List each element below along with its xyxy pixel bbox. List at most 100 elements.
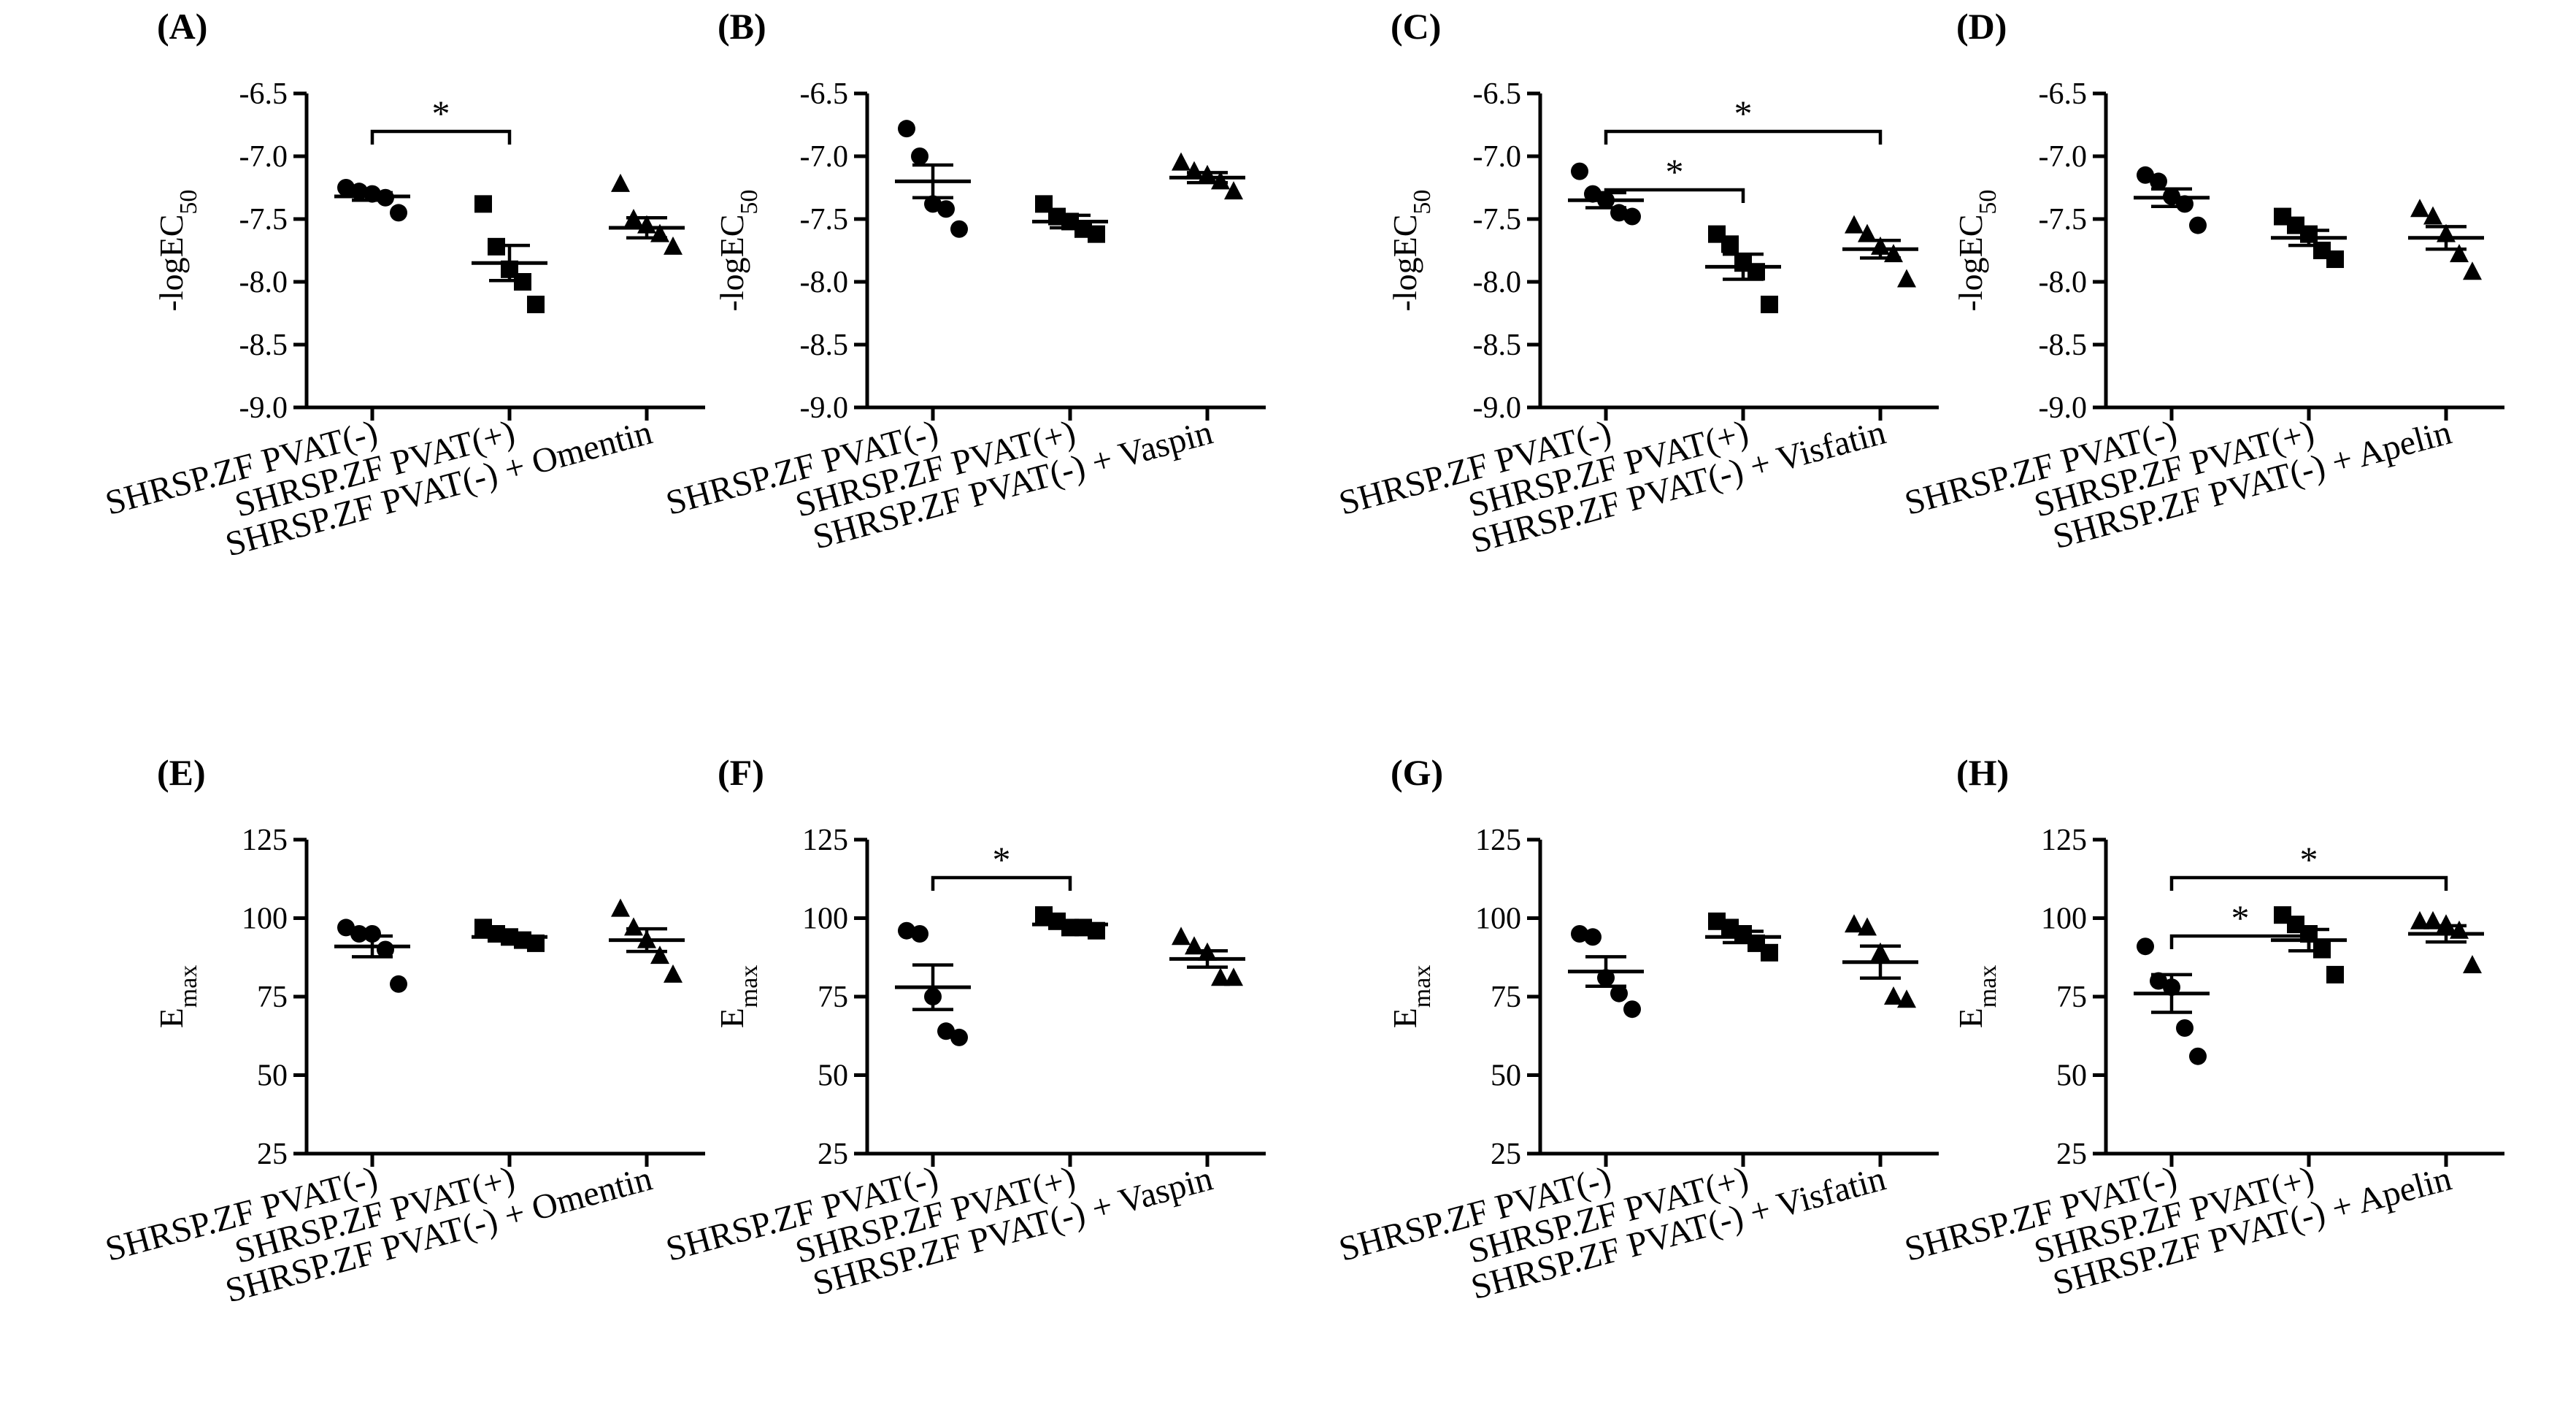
data-point-square <box>474 195 492 213</box>
data-point-triangle <box>1858 917 1877 936</box>
data-point-circle <box>924 195 942 213</box>
y-tick-label: -8.5 <box>800 329 849 362</box>
y-tick-label: -8.5 <box>2039 329 2088 362</box>
y-axis-label: Emax <box>713 965 763 1029</box>
y-tick-label: 125 <box>1475 824 1521 857</box>
data-point-triangle <box>2437 914 2456 933</box>
significance-bracket <box>370 129 512 145</box>
data-point-circle <box>1610 984 1628 1002</box>
series-0 <box>334 919 410 993</box>
data-point-square <box>1721 235 1739 253</box>
y-tick-label: 50 <box>1491 1059 1521 1093</box>
y-tick-label: -6.5 <box>239 77 288 111</box>
y-axis-label: Emax <box>153 965 202 1029</box>
data-point-triangle <box>1858 223 1877 242</box>
data-point-square <box>1761 295 1778 313</box>
chart-panel-c: (C)-6.5-7.0-7.5-8.0-8.5-9.0-logEC50SHRSP… <box>1335 6 1939 561</box>
significance-marker: * <box>2231 897 2250 938</box>
y-tick-label: 75 <box>257 981 288 1014</box>
data-point-triangle <box>2450 244 2469 263</box>
panel-label: (D) <box>1956 6 2007 47</box>
data-point-circle <box>911 147 928 165</box>
data-point-triangle <box>1185 161 1204 180</box>
data-point-square <box>1761 943 1778 962</box>
y-tick-label: -8.0 <box>2039 266 2088 299</box>
y-tick-label: -9.0 <box>1473 391 1522 425</box>
data-point-circle <box>1623 207 1641 226</box>
data-point-triangle <box>2463 955 2482 973</box>
significance-bracket <box>2169 934 2311 949</box>
y-tick-label: 75 <box>2056 981 2087 1014</box>
y-tick-label: 100 <box>242 902 288 936</box>
series-2 <box>1169 927 1245 986</box>
y-tick-label: -8.5 <box>239 329 288 362</box>
data-point-circle <box>364 925 381 943</box>
y-tick-label: 75 <box>818 981 848 1014</box>
y-tick-label: -6.5 <box>1473 77 1522 111</box>
y-tick-label: 100 <box>802 902 848 936</box>
data-point-circle <box>911 925 928 943</box>
data-point-triangle <box>1211 171 1230 190</box>
series-2 <box>2408 910 2484 973</box>
data-point-circle <box>2137 937 2154 956</box>
data-point-circle <box>2150 172 2167 191</box>
series-1 <box>1705 225 1781 313</box>
y-tick-label: -7.5 <box>2039 203 2088 237</box>
significance-marker: * <box>432 93 450 134</box>
y-axis-label: Emax <box>1952 965 2002 1029</box>
data-point-triangle <box>664 964 683 983</box>
y-tick-label: 50 <box>818 1059 848 1093</box>
data-point-circle <box>2189 1047 2207 1065</box>
panel-label: (B) <box>718 6 766 47</box>
data-point-circle <box>390 975 407 993</box>
data-point-square <box>2326 965 2344 983</box>
data-point-circle <box>1571 925 1588 943</box>
data-point-circle <box>950 1028 968 1046</box>
series-0 <box>895 120 971 238</box>
significance-marker: * <box>993 839 1011 880</box>
data-point-circle <box>898 120 915 138</box>
data-point-triangle <box>1172 927 1191 946</box>
data-point-square <box>2326 250 2344 269</box>
data-point-circle <box>1623 1000 1641 1019</box>
panel-label: (A) <box>157 6 207 47</box>
significance-bracket <box>1604 129 1883 145</box>
series-0 <box>2134 937 2210 1065</box>
data-point-triangle <box>611 173 630 192</box>
y-axis-label: -logEC50 <box>713 190 763 312</box>
data-point-triangle <box>1224 967 1243 986</box>
significance-bracket <box>1604 188 1745 203</box>
series-2 <box>1842 914 1918 1008</box>
data-point-circle <box>1571 162 1588 180</box>
y-tick-label: -7.0 <box>800 140 849 174</box>
data-point-triangle <box>2410 199 2429 218</box>
data-point-circle <box>390 204 407 222</box>
y-tick-label: -6.5 <box>2039 77 2088 111</box>
data-point-circle <box>937 200 955 218</box>
y-tick-label: 50 <box>2056 1059 2087 1093</box>
data-point-triangle <box>1172 152 1191 171</box>
data-point-triangle <box>1897 989 1916 1008</box>
data-point-circle <box>950 220 968 238</box>
y-tick-label: 75 <box>1491 981 1521 1014</box>
data-point-triangle <box>1845 215 1864 234</box>
y-tick-label: -8.0 <box>800 266 849 299</box>
data-point-triangle <box>1211 967 1230 986</box>
data-point-triangle <box>650 946 669 965</box>
panel-label: (C) <box>1391 6 1441 47</box>
data-point-circle <box>2176 1019 2194 1037</box>
panel-label: (H) <box>1956 752 2009 793</box>
y-tick-label: 125 <box>802 824 848 857</box>
y-axis-label: -logEC50 <box>1386 190 1436 312</box>
y-tick-label: -7.0 <box>1473 140 1522 174</box>
y-tick-label: -7.5 <box>800 203 849 237</box>
series-1 <box>472 195 547 313</box>
data-point-circle <box>337 179 355 196</box>
significance-marker: * <box>2300 839 2318 880</box>
significance-marker: * <box>1734 93 1753 134</box>
data-point-circle <box>898 921 915 940</box>
y-tick-label: -7.5 <box>1473 203 1522 237</box>
data-point-triangle <box>1897 269 1916 288</box>
